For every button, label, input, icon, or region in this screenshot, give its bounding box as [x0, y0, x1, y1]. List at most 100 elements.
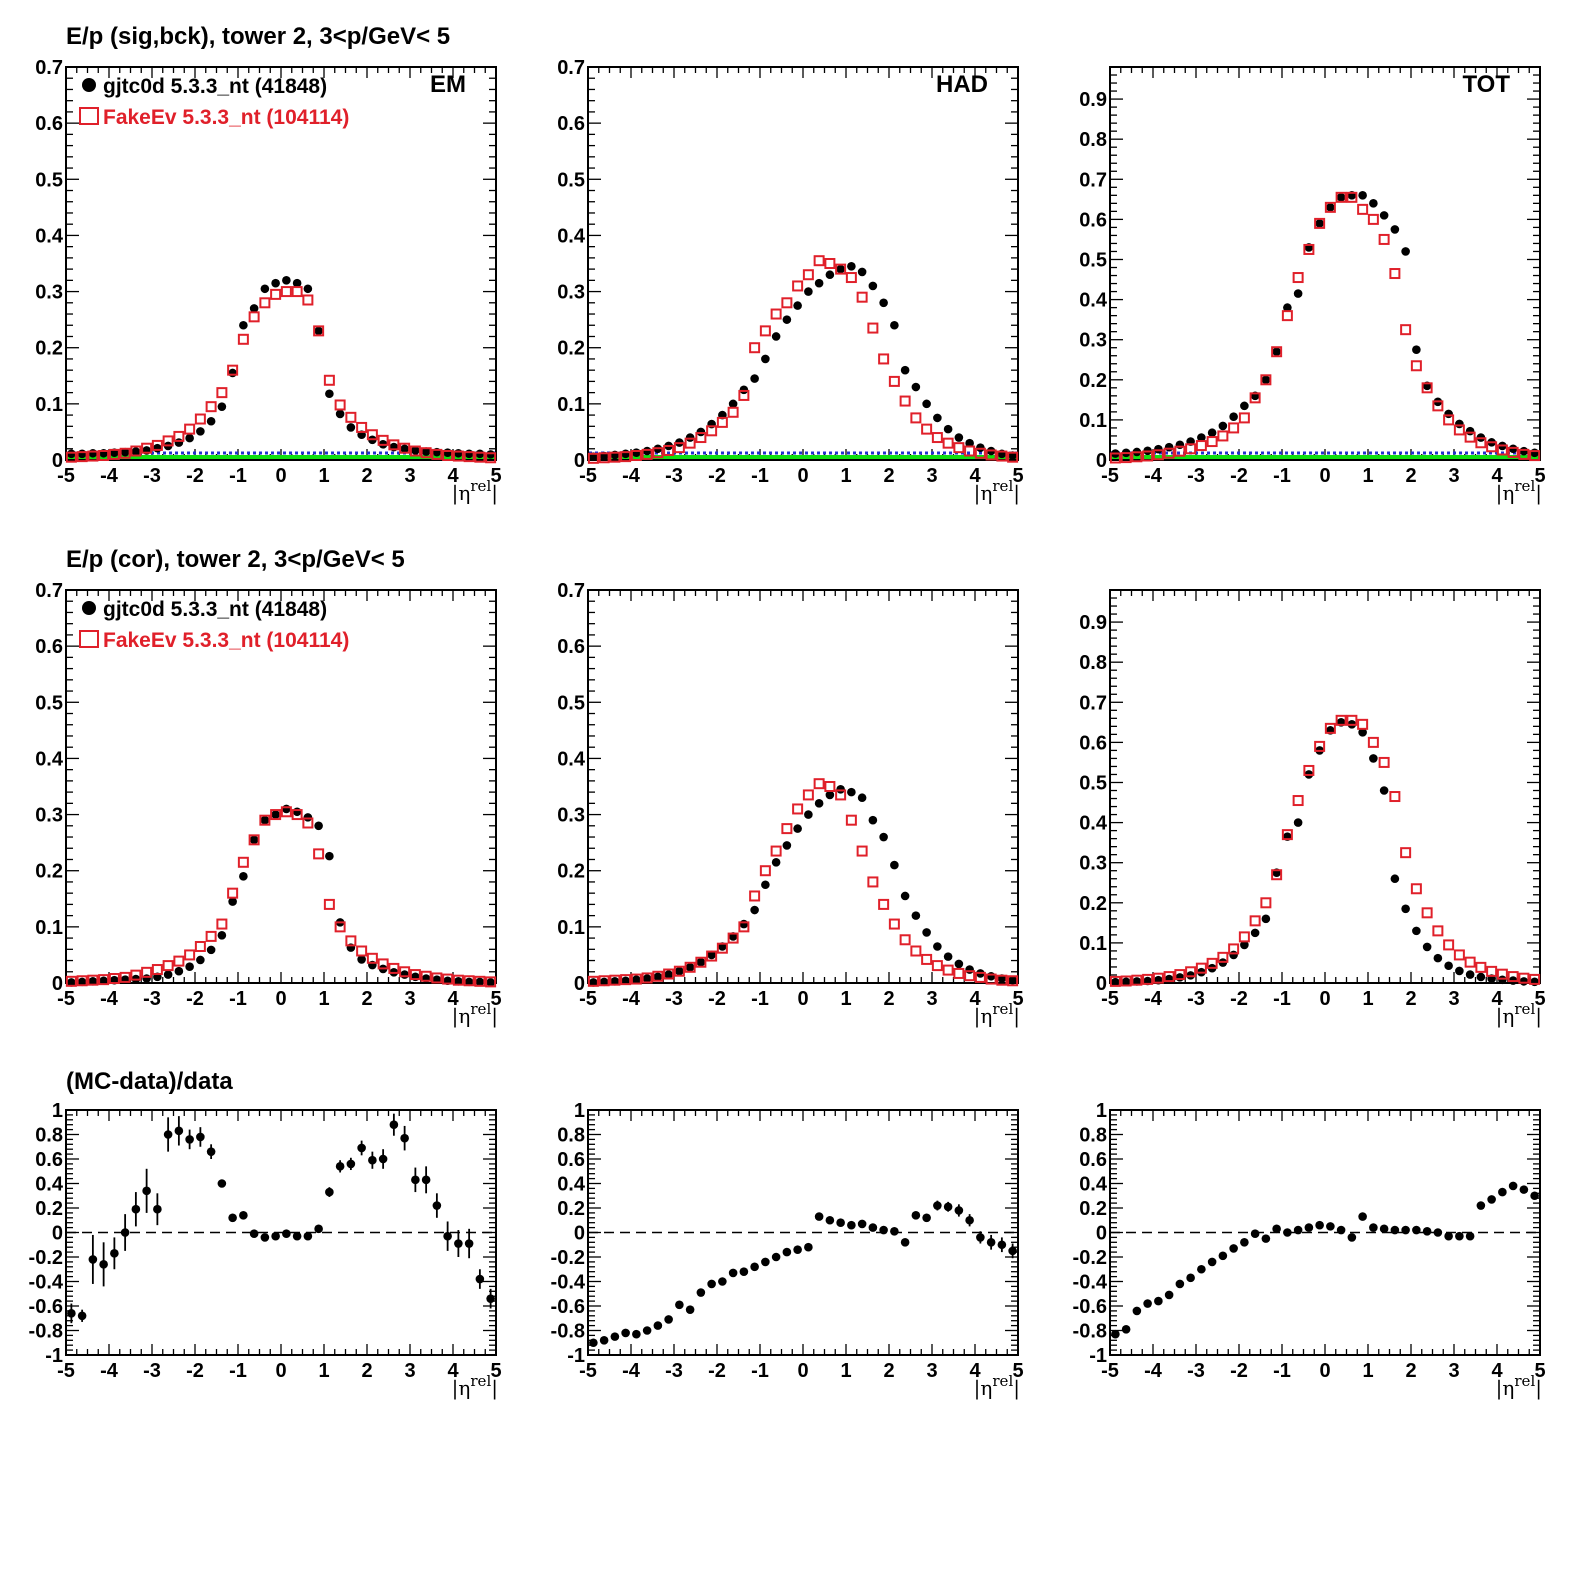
y-tick-label: -0.4 [29, 1272, 64, 1294]
x-tick-label: -2 [1230, 465, 1248, 487]
panel-grid: -5 -4 -3 -2 -1 0 1 2 3 4 5|ηrel|00.10.20.30.40.50.… [29, 57, 1546, 1401]
y-tick-label: 0 [1096, 450, 1107, 472]
data-point [954, 433, 964, 442]
x-tick-label: 5 [1534, 1360, 1545, 1382]
mc-point [259, 814, 271, 826]
mc-point [931, 960, 943, 972]
mc-point [1496, 444, 1508, 456]
mc-point [1378, 756, 1390, 768]
data-point [1240, 1238, 1249, 1247]
data-point [346, 423, 356, 432]
data-point [685, 1305, 695, 1314]
data-point [1207, 1257, 1217, 1267]
data-point [174, 1126, 184, 1136]
data-point [1111, 1329, 1120, 1339]
panel-em-ratio: -5 -4 -3 -2 -1 0 1 2 3 4 5|ηrel|-1-0.8-0.6-0.4-0.2… [29, 1100, 502, 1401]
data-point [857, 267, 867, 277]
data-point [771, 332, 781, 341]
mc-point [108, 973, 120, 985]
x-tick-label: 4 [1491, 465, 1503, 487]
x-tick-label: 1 [318, 988, 329, 1010]
data-point [249, 1229, 259, 1239]
data-point [739, 1267, 749, 1276]
mc-point [356, 945, 368, 957]
mc-point [1163, 971, 1175, 983]
x-axis-label: |ηrel| [974, 477, 1020, 506]
mc-point [1324, 722, 1336, 734]
mc-point [270, 809, 282, 821]
data-point [782, 315, 792, 324]
data-point [1315, 1220, 1324, 1230]
data-point [933, 413, 942, 423]
mc-point [770, 308, 782, 320]
data-point [922, 399, 931, 409]
mc-point [1357, 718, 1369, 730]
mc-point [237, 333, 249, 345]
x-tick-label: 3 [1448, 1360, 1459, 1382]
data-point [793, 1245, 802, 1254]
data-point [1530, 1191, 1539, 1201]
panel-had-sigbck: -5 -4 -3 -2 -1 0 1 2 3 4 5|ηrel| 0 0.1 0.2 0.3 0.4 0.5 0.… [557, 57, 1023, 506]
x-tick-label: 5 [490, 1360, 501, 1382]
mc-point [87, 974, 99, 986]
data-point [900, 891, 910, 901]
x-tick-label: -5 [579, 1360, 597, 1382]
data-point [131, 447, 141, 456]
mc-point [899, 395, 911, 407]
data-point [1530, 448, 1539, 458]
legend-label: FakeEv 5.3.3_nt (104114) [103, 106, 349, 129]
row-title-cor: E/p (cor), tower 2, 3<p/GeV< 5 [66, 546, 405, 573]
x-tick-label: -4 [1144, 465, 1163, 487]
data-point [1433, 1228, 1443, 1237]
mc-point [205, 401, 217, 413]
data-point [475, 1274, 485, 1284]
data-point [206, 416, 216, 426]
mc-point [1271, 869, 1283, 881]
mc-point [663, 968, 675, 980]
mc-point [1238, 931, 1250, 943]
data-point [761, 880, 770, 890]
data-point [110, 1249, 119, 1258]
mc-point [1185, 966, 1197, 978]
y-tick-label: 0.6 [35, 636, 63, 658]
mc-point [65, 451, 77, 463]
data-point [739, 385, 749, 395]
x-tick-label: 5 [1012, 988, 1023, 1010]
mc-point [1109, 452, 1121, 464]
data-point [185, 433, 194, 443]
mc-point [1453, 949, 1465, 961]
mc-point [974, 971, 986, 983]
x-tick-label: 2 [361, 988, 372, 1010]
mc-point [802, 269, 814, 281]
data-point [249, 835, 259, 845]
y-tick-label: -0.6 [551, 1296, 585, 1318]
mc-point [1314, 217, 1326, 229]
x-tick-label: 0 [1319, 465, 1330, 487]
mc-point [824, 258, 836, 269]
x-tick-label: 4 [1491, 1360, 1503, 1382]
y-tick-label: 0.8 [1079, 1125, 1107, 1147]
mc-point [1260, 897, 1272, 909]
mc-point [695, 956, 707, 968]
x-tick-label: -1 [1273, 465, 1291, 487]
data-point [260, 815, 270, 825]
mc-point [205, 930, 217, 942]
y-tick-label: 0.6 [1079, 209, 1107, 231]
y-tick-label: 0.4 [35, 748, 64, 770]
y-tick-label: 0.2 [557, 1198, 585, 1220]
mc-point [1228, 943, 1240, 955]
data-point [486, 978, 495, 987]
data-point [1369, 199, 1378, 208]
mc-point [323, 898, 335, 910]
data-point [260, 1233, 270, 1242]
x-axis-label: |ηrel| [1496, 1000, 1542, 1029]
data-point [1121, 1324, 1131, 1334]
data-point [847, 787, 856, 797]
mc-point [1249, 392, 1261, 404]
mc-point [65, 975, 77, 987]
mc-point [738, 389, 750, 401]
data-point [707, 1279, 716, 1289]
data-point [1229, 1244, 1238, 1253]
y-tick-label: 0.2 [557, 338, 585, 360]
mc-point [856, 291, 868, 303]
